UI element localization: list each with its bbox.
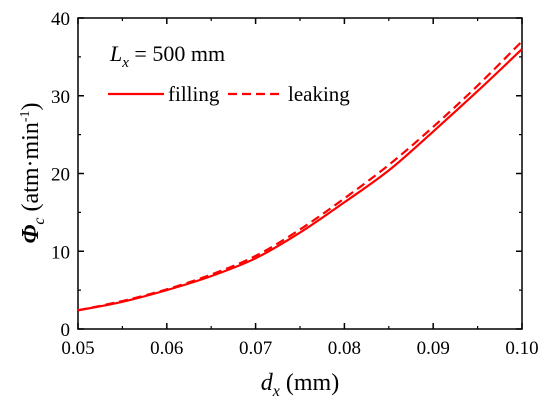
x-tick-label-2: 0.07 [239, 338, 272, 359]
y-axis-title: Φc (atm·min-1) [18, 102, 48, 243]
y-tick-label-3: 30 [51, 87, 70, 108]
annotation-var: L [109, 41, 122, 66]
x-axis-rest: (mm) [280, 370, 339, 396]
y-axis-close: ) [18, 102, 44, 110]
y-axis-sup: -1 [18, 110, 33, 122]
x-tick-label-0: 0.05 [61, 338, 94, 359]
series-lines [77, 40, 523, 312]
annotation-sub: x [121, 55, 129, 71]
legend-label-leaking: leaking [288, 82, 350, 106]
x-tick-label-3: 0.08 [328, 338, 361, 359]
y-tick-label-0: 0 [61, 320, 71, 341]
y-tick-label-2: 20 [51, 165, 70, 186]
x-axis-sub: x [272, 383, 280, 400]
annotation-text: Lx = 500 mm [109, 41, 225, 71]
x-tick-label-5: 0.10 [505, 338, 538, 359]
x-tick-label-1: 0.06 [150, 338, 183, 359]
x-axis-var: d [261, 370, 274, 396]
y-tick-label-4: 40 [51, 9, 70, 30]
x-tick-label-4: 0.09 [417, 338, 450, 359]
y-axis-var: Φ [18, 225, 44, 244]
chart-labels: Lx = 500 mm dx (mm) Φc (atm·min-1) [18, 41, 339, 400]
y-tick-label-1: 10 [51, 242, 70, 263]
y-axis-sub: c [31, 217, 48, 224]
legend: filling leaking [108, 82, 350, 106]
x-axis-title: dx (mm) [261, 370, 339, 400]
legend-label-filling: filling [168, 82, 220, 106]
y-axis-unit: (atm·min [18, 122, 44, 217]
axes: 0.05 0.06 0.07 0.08 0.09 0.10 0 10 20 30 40 [51, 9, 539, 359]
annotation-rest: = 500 mm [129, 41, 225, 66]
series-line-leaking [77, 40, 523, 312]
